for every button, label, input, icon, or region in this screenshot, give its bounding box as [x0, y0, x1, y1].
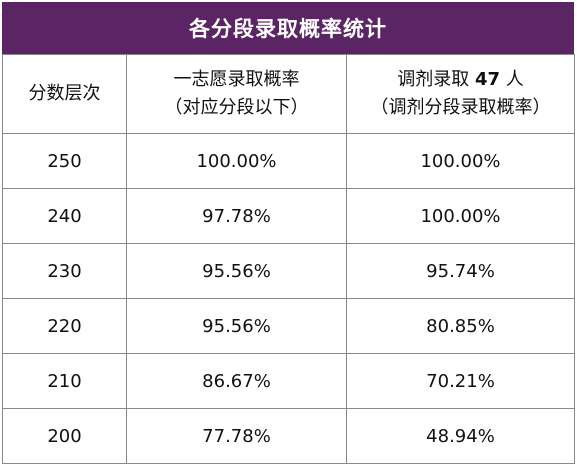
- header-score-level: 分数层次: [2, 54, 127, 134]
- stats-table-container: 各分段录取概率统计 分数层次 一志愿录取概率 （对应分段以下） 调剂录取 47 …: [2, 2, 575, 464]
- table-row: 250 100.00% 100.00%: [2, 133, 575, 189]
- header-adjusted-suffix: 人: [505, 69, 524, 90]
- table-row: 200 77.78% 48.94%: [2, 408, 575, 464]
- score-cell: 210: [2, 353, 127, 409]
- table-row: 220 95.56% 80.85%: [2, 298, 575, 354]
- header-first-choice-line2: （对应分段以下）: [164, 97, 309, 118]
- first-choice-cell: 95.56%: [126, 298, 347, 354]
- table-row: 230 95.56% 95.74%: [2, 243, 575, 299]
- adjusted-cell: 100.00%: [346, 188, 575, 244]
- adjusted-cell: 48.94%: [346, 408, 575, 464]
- first-choice-cell: 100.00%: [126, 133, 347, 189]
- adjusted-cell: 70.21%: [346, 353, 575, 409]
- score-cell: 240: [2, 188, 127, 244]
- score-cell: 220: [2, 298, 127, 354]
- score-cell: 230: [2, 243, 127, 299]
- score-cell: 250: [2, 133, 127, 189]
- table-row: 240 97.78% 100.00%: [2, 188, 575, 244]
- table-title: 各分段录取概率统计: [2, 2, 574, 54]
- header-first-choice-line1: 一志愿录取概率: [173, 69, 300, 90]
- adjusted-cell: 95.74%: [346, 243, 575, 299]
- adjusted-cell: 100.00%: [346, 133, 575, 189]
- score-cell: 200: [2, 408, 127, 464]
- header-adjusted-line1: 调剂录取 47 人: [347, 66, 574, 94]
- header-adjusted-line2: （调剂分段录取概率）: [370, 97, 551, 118]
- first-choice-cell: 86.67%: [126, 353, 347, 409]
- header-adjusted-count: 47: [474, 69, 501, 90]
- header-adjusted: 调剂录取 47 人 （调剂分段录取概率）: [346, 54, 575, 134]
- first-choice-cell: 95.56%: [126, 243, 347, 299]
- header-adjusted-prefix: 调剂录取: [397, 69, 470, 90]
- table-row: 210 86.67% 70.21%: [2, 353, 575, 409]
- first-choice-cell: 97.78%: [126, 188, 347, 244]
- first-choice-cell: 77.78%: [126, 408, 347, 464]
- admission-probability-table: 分数层次 一志愿录取概率 （对应分段以下） 调剂录取 47 人 （调剂分段录取概…: [2, 54, 575, 464]
- header-row: 分数层次 一志愿录取概率 （对应分段以下） 调剂录取 47 人 （调剂分段录取概…: [2, 54, 575, 134]
- adjusted-cell: 80.85%: [346, 298, 575, 354]
- header-score-level-label: 分数层次: [28, 83, 101, 104]
- header-first-choice: 一志愿录取概率 （对应分段以下）: [126, 54, 347, 134]
